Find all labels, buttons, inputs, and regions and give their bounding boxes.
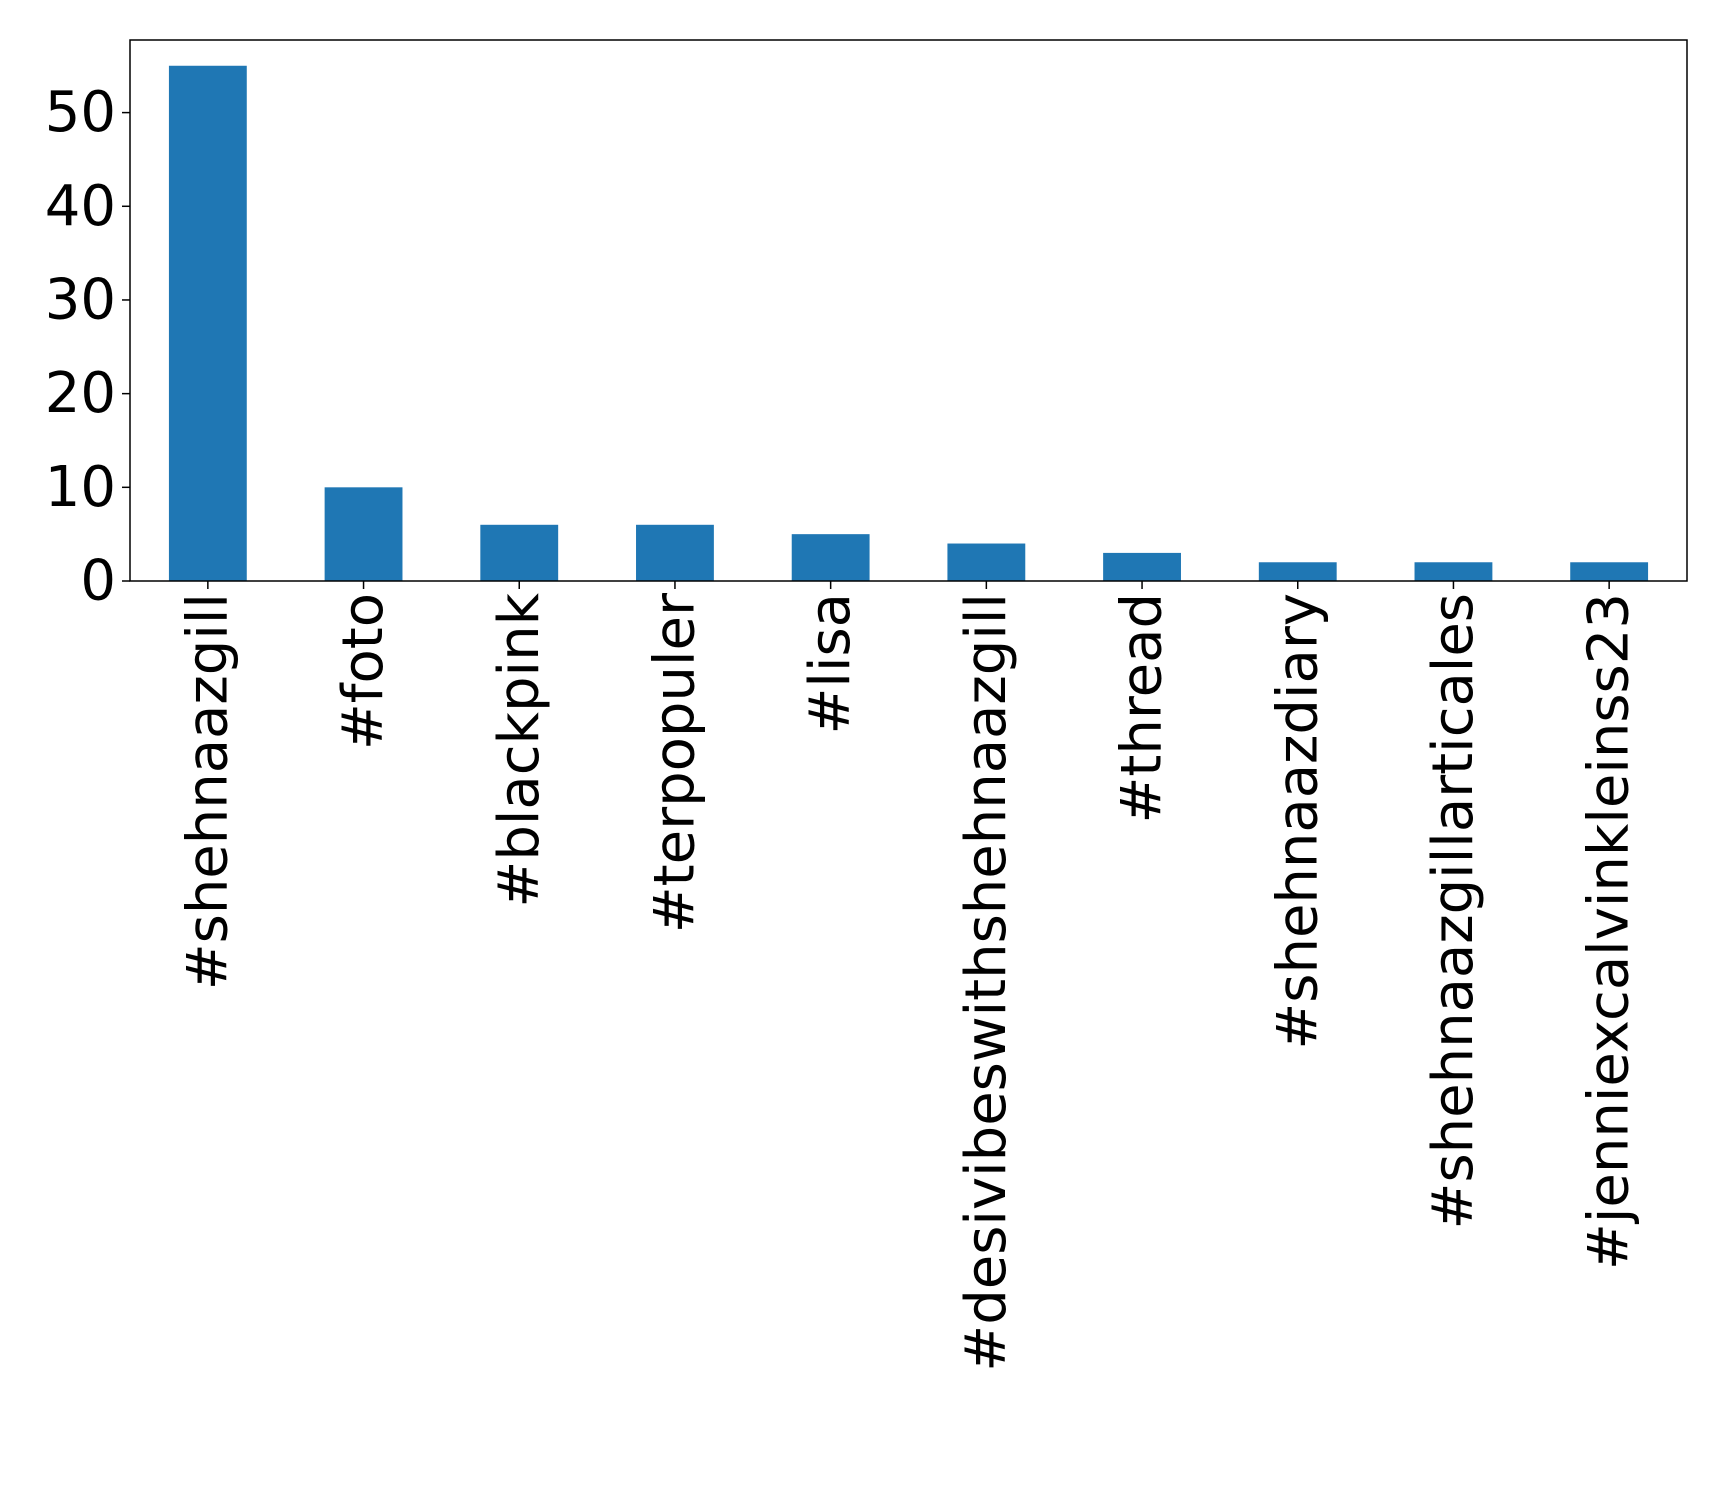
y-tick-label: 0: [80, 549, 116, 614]
x-tick-label: #terpopuler: [642, 592, 707, 933]
x-tick-label: #shehnaazgillarticales: [1421, 593, 1486, 1229]
x-tick-label: #jenniexcalvinkleinss23: [1577, 593, 1642, 1270]
bar-blackpink: [480, 524, 559, 581]
y-axis: 0 10 20 30 40 50: [45, 80, 130, 614]
y-tick-label: 40: [45, 174, 116, 239]
bar-jenniexcalvinkleinss23: [1570, 562, 1649, 581]
bar-shehnaazgill: [168, 65, 247, 581]
plot-frame: [129, 39, 1688, 582]
x-tick-label: #shehnaazgill: [175, 593, 240, 990]
x-axis: #shehnaazgill #foto #blackpink #terpopuler #…: [175, 581, 1642, 1372]
x-tick-label: #foto: [331, 593, 396, 750]
bar-terpopuler: [636, 524, 714, 581]
x-tick-label: #shehnaazdiary: [1265, 593, 1330, 1050]
y-tick-label: 10: [45, 455, 116, 520]
y-tick-label: 50: [45, 80, 116, 145]
x-tick-label: #lisa: [798, 593, 863, 735]
bar-shehnaazdiary: [1258, 562, 1337, 581]
bar-thread: [1103, 552, 1181, 581]
x-tick-label: #blackpink: [487, 592, 552, 907]
x-tick-label: #desivibeswithshehnaazgill: [954, 593, 1019, 1372]
bar-shehnaazgillarticales: [1414, 562, 1493, 581]
y-tick-label: 20: [45, 361, 116, 426]
bar-lisa: [791, 534, 870, 581]
x-tick-label: #thread: [1110, 593, 1175, 823]
bar-foto: [324, 487, 403, 581]
bar-desivibeswithshehnaazgill: [947, 543, 1026, 581]
y-tick-label: 30: [45, 267, 116, 332]
bars-group: [168, 65, 1649, 581]
